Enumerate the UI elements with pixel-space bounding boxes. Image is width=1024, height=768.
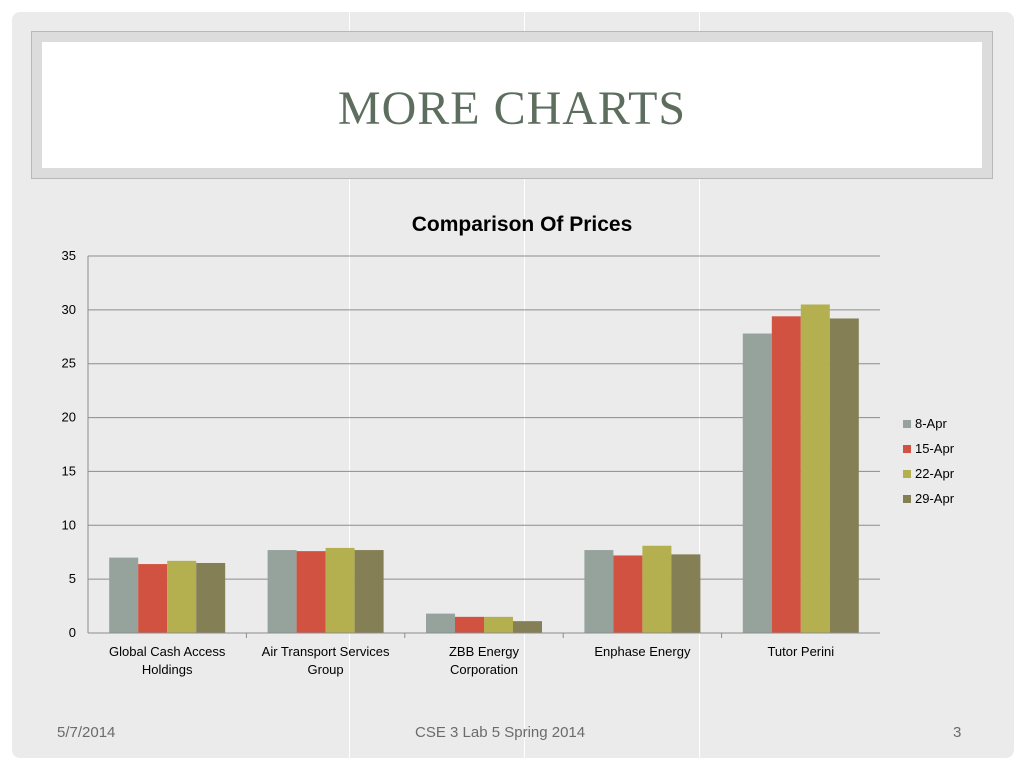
y-tick-label: 10 [62, 517, 76, 532]
bar-15-apr [296, 551, 326, 633]
bar-8-apr [109, 557, 139, 633]
x-tick-label: ZBB Energy [449, 644, 520, 659]
y-tick-label: 20 [62, 410, 76, 425]
legend-label: 15-Apr [915, 441, 955, 456]
x-tick-label: Holdings [142, 662, 193, 677]
x-tick-label: Corporation [450, 662, 518, 677]
bar-29-apr [196, 562, 226, 633]
y-tick-label: 5 [69, 571, 76, 586]
y-tick-label: 0 [69, 625, 76, 640]
bar-29-apr [829, 318, 859, 633]
chart-title: Comparison Of Prices [412, 213, 633, 236]
bar-8-apr [267, 550, 297, 633]
legend-swatch [903, 445, 911, 453]
x-tick-label: Tutor Perini [767, 644, 834, 659]
x-tick-label: Enphase Energy [594, 644, 691, 659]
bar-29-apr [671, 554, 701, 633]
bar-22-apr [800, 304, 830, 633]
bar-8-apr [584, 550, 614, 633]
bar-15-apr [455, 616, 484, 633]
title-frame: MORE CHARTS [31, 31, 993, 179]
bar-29-apr [513, 621, 542, 633]
y-tick-label: 25 [62, 356, 76, 371]
slide: MORE CHARTS Comparison Of Prices 0 5 10 15 20… [12, 12, 1014, 758]
page-number: 3 [953, 724, 962, 741]
bar-8-apr [426, 613, 455, 633]
x-tick-label: Air Transport Services [262, 644, 390, 659]
y-tick-label: 30 [62, 302, 76, 317]
bar-15-apr [138, 564, 168, 633]
bar-22-apr [325, 547, 355, 633]
bar-15-apr [771, 316, 801, 633]
background-line [524, 12, 525, 758]
y-tick-label: 15 [62, 463, 76, 478]
y-tick-label: 35 [62, 248, 76, 263]
legend-label: 22-Apr [915, 466, 955, 481]
legend-label: 29-Apr [915, 491, 955, 506]
legend-swatch [903, 495, 911, 503]
footer-center-text: CSE 3 Lab 5 Spring 2014 [415, 724, 586, 741]
bar-8-apr [742, 333, 772, 633]
bar-chart: Comparison Of Prices 0 5 10 15 20 25 30 35 Global… [62, 213, 955, 677]
slide-title: MORE CHARTS [337, 81, 687, 135]
legend-label: 8-Apr [915, 416, 947, 431]
x-tick-label: Group [308, 662, 344, 677]
bar-29-apr [354, 550, 384, 633]
bar-15-apr [613, 555, 643, 633]
legend-swatch [903, 470, 911, 478]
bar-22-apr [484, 616, 513, 633]
footer-date: 5/7/2014 [57, 724, 116, 741]
background-line [349, 12, 350, 758]
chart-area: Comparison Of Prices 0 5 10 15 20 25 30 35 Global… [12, 12, 1014, 758]
bar-22-apr [167, 560, 197, 633]
legend-swatch [903, 420, 911, 428]
title-box: MORE CHARTS [42, 42, 982, 168]
background-line [699, 12, 700, 758]
bar-22-apr [642, 545, 672, 633]
x-tick-label: Global Cash Access [109, 644, 226, 659]
